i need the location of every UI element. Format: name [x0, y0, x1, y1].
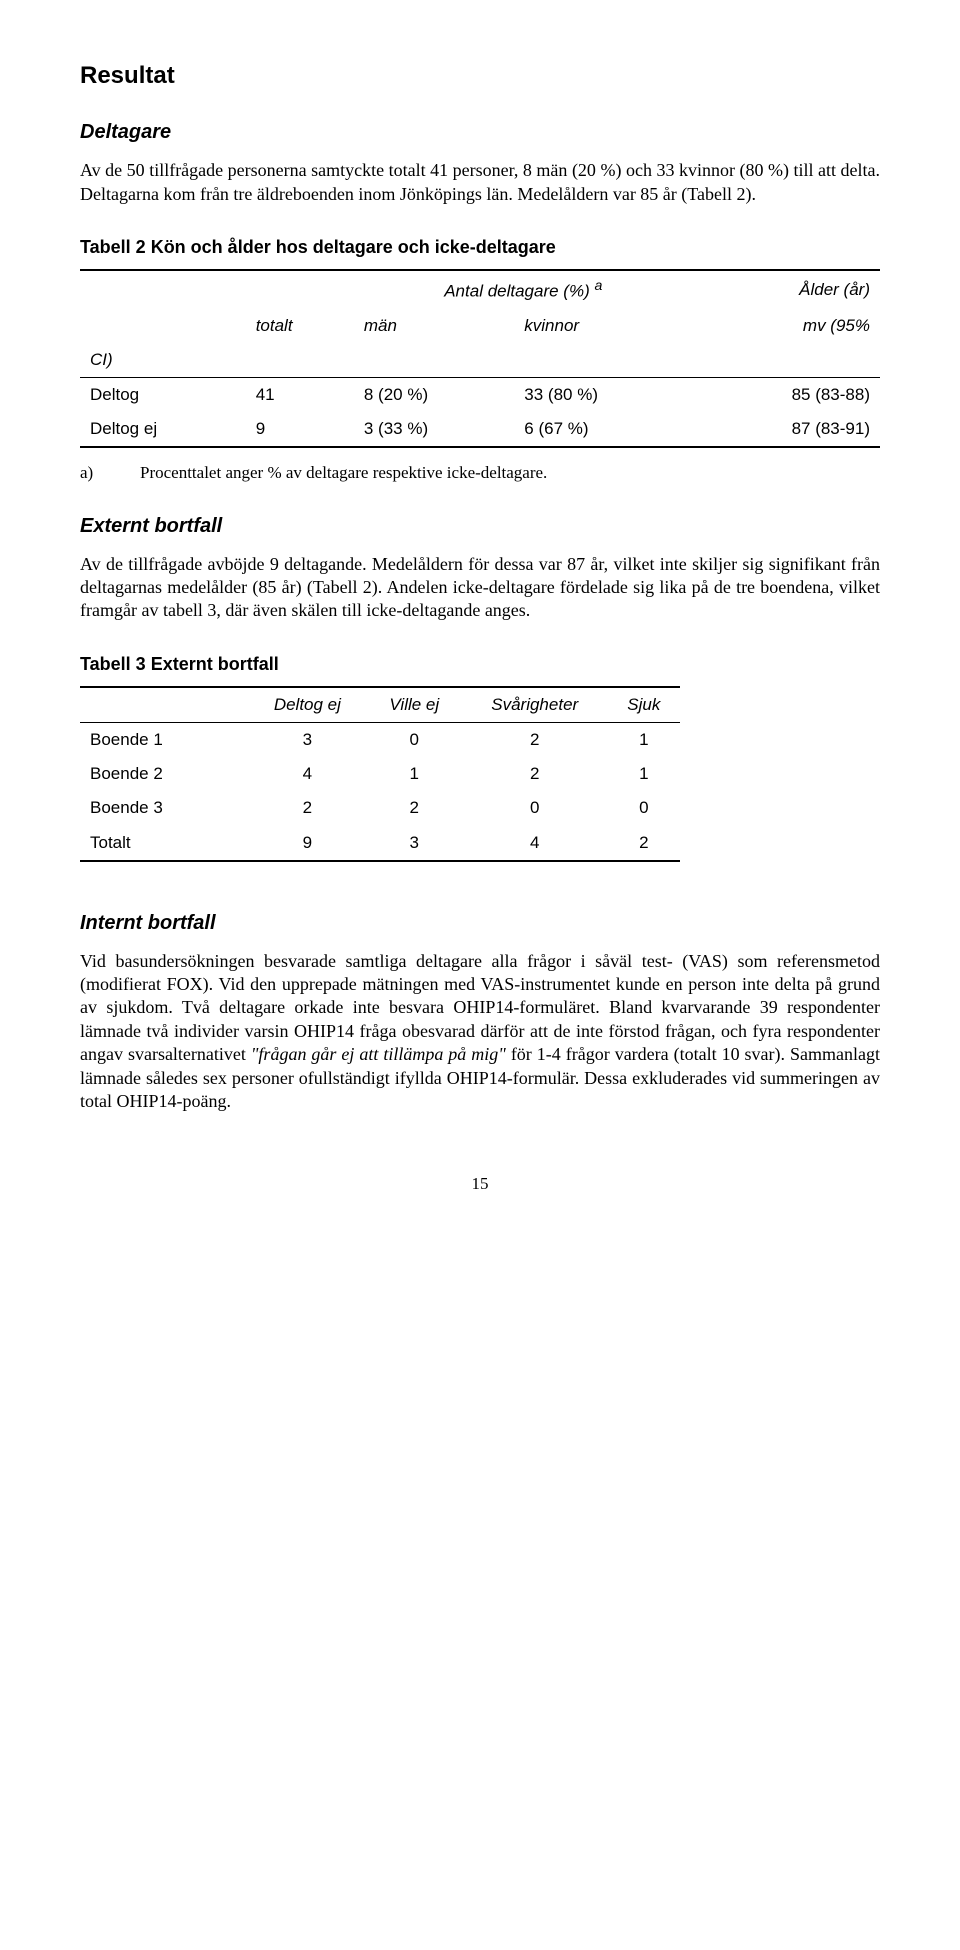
- heading-deltagare: Deltagare: [80, 119, 880, 145]
- heading-internt: Internt bortfall: [80, 910, 880, 936]
- t3-r3-c4: 0: [608, 791, 680, 825]
- t3-r3-c2: 2: [367, 791, 462, 825]
- t3-h3: Svårigheter: [462, 687, 608, 723]
- t2-r2-mv: 87 (83-91): [693, 412, 880, 447]
- t3-h1: Deltog ej: [248, 687, 367, 723]
- t3-r1-c4: 1: [608, 723, 680, 758]
- t2-r2-label: Deltog ej: [80, 412, 246, 447]
- page-title: Resultat: [80, 60, 880, 91]
- t3-r1-label: Boende 1: [80, 723, 248, 758]
- t3-r1-c3: 2: [462, 723, 608, 758]
- t2-r1-label: Deltog: [80, 378, 246, 413]
- t2-r1-mv: 85 (83-88): [693, 378, 880, 413]
- t2-r1-totalt: 41: [246, 378, 354, 413]
- t3-h4: Sjuk: [608, 687, 680, 723]
- t2-h-ci: CI): [80, 343, 246, 378]
- t2-h-totalt: totalt: [246, 309, 354, 343]
- t2-sup: a: [594, 278, 602, 294]
- table-row: Totalt 9 3 4 2: [80, 826, 680, 861]
- page-number: 15: [80, 1173, 880, 1195]
- t2-h-mv: mv (95%: [693, 309, 880, 343]
- t3-r4-c2: 3: [367, 826, 462, 861]
- t3-r2-c2: 1: [367, 757, 462, 791]
- table2: Antal deltagare (%) a Ålder (år) totalt …: [80, 269, 880, 448]
- t2-h-man: män: [354, 309, 514, 343]
- t3-r4-c3: 4: [462, 826, 608, 861]
- t3-r1-c1: 3: [248, 723, 367, 758]
- table-row: Deltog ej 9 3 (33 %) 6 (67 %) 87 (83-91): [80, 412, 880, 447]
- p-internt-quote: "frågan går ej att tillämpa på mig": [251, 1044, 506, 1064]
- t3-r3-c1: 2: [248, 791, 367, 825]
- t3-h2: Ville ej: [367, 687, 462, 723]
- t2-r2-man: 3 (33 %): [354, 412, 514, 447]
- table-row: Deltog 41 8 (20 %) 33 (80 %) 85 (83-88): [80, 378, 880, 413]
- t2-r1-man: 8 (20 %): [354, 378, 514, 413]
- t2-r1-kvinnor: 33 (80 %): [514, 378, 692, 413]
- t2-r2-kvinnor: 6 (67 %): [514, 412, 692, 447]
- para-internt: Vid basundersökningen besvarade samtliga…: [80, 950, 880, 1114]
- table-row: Boende 2 4 1 2 1: [80, 757, 680, 791]
- table-row: Boende 3 2 2 0 0: [80, 791, 680, 825]
- t2-foot-text: Procenttalet anger % av deltagare respek…: [140, 463, 547, 482]
- t3-r2-c4: 1: [608, 757, 680, 791]
- table2-title: Tabell 2 Kön och ålder hos deltagare och…: [80, 236, 880, 259]
- t3-r2-label: Boende 2: [80, 757, 248, 791]
- t3-r4-c1: 9: [248, 826, 367, 861]
- t2-h-group2: Ålder (år): [693, 270, 880, 309]
- t3-r2-c1: 4: [248, 757, 367, 791]
- t3-r3-c3: 0: [462, 791, 608, 825]
- para-externt: Av de tillfrågade avböjde 9 deltagande. …: [80, 553, 880, 623]
- t2-r2-totalt: 9: [246, 412, 354, 447]
- table-row: Boende 1 3 0 2 1: [80, 723, 680, 758]
- t3-r4-c4: 2: [608, 826, 680, 861]
- t3-r4-label: Totalt: [80, 826, 248, 861]
- t2-h-kvinnor: kvinnor: [514, 309, 692, 343]
- t2-foot-label: a): [80, 462, 140, 484]
- table2-footnote: a)Procenttalet anger % av deltagare resp…: [80, 462, 880, 484]
- t3-r1-c2: 0: [367, 723, 462, 758]
- table3-title: Tabell 3 Externt bortfall: [80, 653, 880, 676]
- para-deltagare: Av de 50 tillfrågade personerna samtyckt…: [80, 159, 880, 206]
- t2-h-group1: Antal deltagare (%): [444, 282, 594, 301]
- heading-externt: Externt bortfall: [80, 513, 880, 539]
- t3-r3-label: Boende 3: [80, 791, 248, 825]
- t3-r2-c3: 2: [462, 757, 608, 791]
- table3: Deltog ej Ville ej Svårigheter Sjuk Boen…: [80, 686, 680, 861]
